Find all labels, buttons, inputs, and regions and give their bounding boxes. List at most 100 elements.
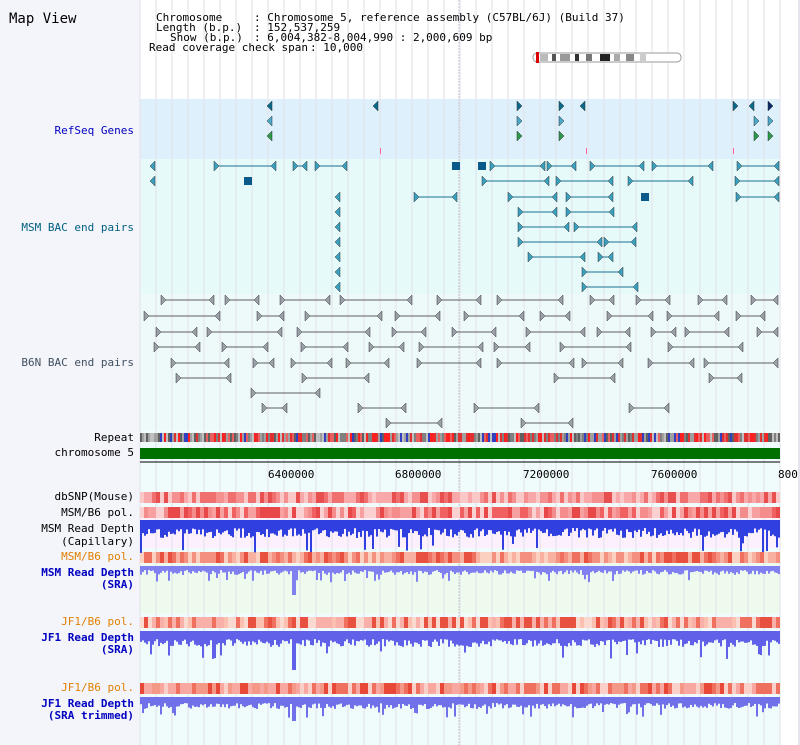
dbsnp-cell [524, 492, 528, 503]
jf1-trimmed-depth-bar [576, 697, 578, 709]
jf1-sra-depth-bar [338, 631, 340, 645]
msm-capillary-depth-bar [540, 520, 542, 532]
msm-capillary-depth-bar [478, 520, 480, 537]
msm-sra-depth-bar [174, 566, 176, 573]
msm-b6-pol-cell [476, 507, 480, 518]
msm-b6-pol-2-cell [176, 552, 180, 563]
repeat-segment [702, 433, 704, 442]
jf1-b6-pol-cell [408, 617, 412, 628]
jf1-b6-pol-2-cell [712, 683, 716, 694]
jf1-b6-pol-cell [148, 617, 152, 628]
jf1-sra-depth-bar [776, 631, 778, 643]
b6n-bac-end [252, 357, 259, 369]
jf1-sra-depth-bar [766, 631, 768, 641]
msm-capillary-depth-bar [744, 520, 746, 537]
repeat-segment [432, 433, 434, 442]
repeat-segment [380, 433, 382, 442]
msm-capillary-depth-bar [650, 520, 652, 537]
dbsnp-cell [564, 492, 568, 503]
jf1-sra-depth-bar [596, 631, 598, 644]
jf1-sra-depth-bar [764, 631, 766, 646]
msm-capillary-depth-bar [180, 520, 182, 530]
msm-sra-depth-bar [740, 566, 742, 571]
msm-capillary-depth-bar [404, 520, 406, 538]
jf1-b6-pol-2-cell [168, 683, 172, 694]
jf1-sra-depth-bar [668, 631, 670, 641]
msm-sra-depth-bar [460, 566, 462, 575]
repeat-segment [668, 433, 670, 442]
jf1-b6-pol-2-cell [248, 683, 252, 694]
repeat-segment [350, 433, 352, 442]
msm-capillary-depth-bar [748, 520, 750, 533]
msm-sra-depth-bar [274, 566, 276, 571]
dbsnp-cell [632, 492, 636, 503]
msm-b6-pol-cell [380, 507, 384, 518]
jf1-trimmed-depth-bar [382, 697, 384, 715]
b6n-bac-track[interactable] [143, 294, 779, 429]
repeat-segment [180, 433, 182, 442]
refseq-genes-track[interactable] [266, 100, 774, 154]
dbsnp-cell [732, 492, 736, 503]
msm-b6-pol-2-cell [464, 552, 468, 563]
msm-b6-pol-2-cell [584, 552, 588, 563]
msm-sra-depth-bar [710, 566, 712, 571]
repeat-segment [430, 433, 432, 442]
jf1-sra-depth-bar [206, 631, 208, 647]
msm-sra-depth-bar [592, 566, 594, 572]
msm-capillary-depth-bar [648, 520, 650, 532]
jf1-trimmed-depth-bar [662, 697, 664, 705]
jf1-trimmed-depth-bar [336, 697, 338, 705]
msm-sra-depth-bar [626, 566, 628, 571]
msm-sra-depth-bar [510, 566, 512, 572]
b6n-bac-end [304, 310, 311, 322]
jf1-trimmed-depth-bar [428, 697, 430, 709]
msm-b6-pol-cell [180, 507, 184, 518]
msm-bac-track[interactable] [149, 160, 780, 293]
repeat-segment [492, 433, 494, 442]
msm-b6-pol-2-cell [744, 552, 748, 563]
msm-b6-pol-cell [460, 507, 464, 518]
repeat-segment [482, 433, 484, 442]
msm-sra-depth-bar [280, 566, 282, 573]
msm-sra-depth-bar [158, 566, 160, 575]
jf1-sra-depth-bar [142, 631, 144, 641]
msm-capillary-depth-bar [146, 520, 148, 534]
jf1-b6-pol-cell [592, 617, 596, 628]
msm-b6-pol-2-cell [448, 552, 452, 563]
jf1-trimmed-depth-bar [532, 697, 534, 706]
repeat-segment [556, 433, 558, 442]
track-label-b6n-bac[interactable]: B6N BAC end pairs [21, 356, 134, 369]
dbsnp-cell [536, 492, 540, 503]
msm-capillary-depth-bar [318, 520, 320, 535]
jf1-sra-depth-bar [688, 631, 690, 641]
msm-b6-pol-cell [720, 507, 724, 518]
jf1-b6-pol-cell [548, 617, 552, 628]
msm-capillary-depth-bar [514, 520, 516, 537]
jf1-trimmed-depth-bar [370, 697, 372, 709]
jf1-trimmed-depth-bar [774, 697, 776, 707]
msm-b6-pol-cell [412, 507, 416, 518]
msm-b6-pol-cell [384, 507, 388, 518]
jf1-sra-depth-bar [740, 631, 742, 642]
dbsnp-cell [776, 492, 780, 503]
jf1-b6-pol-cell [692, 617, 696, 628]
repeat-segment [574, 433, 576, 442]
chromosome-ideogram[interactable] [532, 52, 682, 63]
msm-b6-pol-cell [564, 507, 568, 518]
b6n-bac-end [579, 326, 586, 338]
msm-sra-depth-bar [360, 566, 362, 572]
msm-capillary-depth-bar [620, 520, 622, 531]
jf1-sra-depth-bar [348, 631, 350, 644]
jf1-sra-depth-bar [730, 631, 732, 643]
msm-b6-pol-cell [728, 507, 732, 518]
msm-sra-depth-bar [522, 566, 524, 573]
msm-capillary-depth-bar [232, 520, 234, 538]
repeat-segment [310, 433, 312, 442]
track-label-refseq[interactable]: RefSeq Genes [55, 124, 134, 137]
msm-capillary-depth-bar [212, 520, 214, 538]
track-label-msm-bac[interactable]: MSM BAC end pairs [21, 221, 134, 234]
msm-sra-depth-bar [612, 566, 614, 581]
msm-bac-end [563, 221, 570, 233]
msm-b6-pol-cell [452, 507, 456, 518]
msm-bac-end [651, 160, 658, 172]
